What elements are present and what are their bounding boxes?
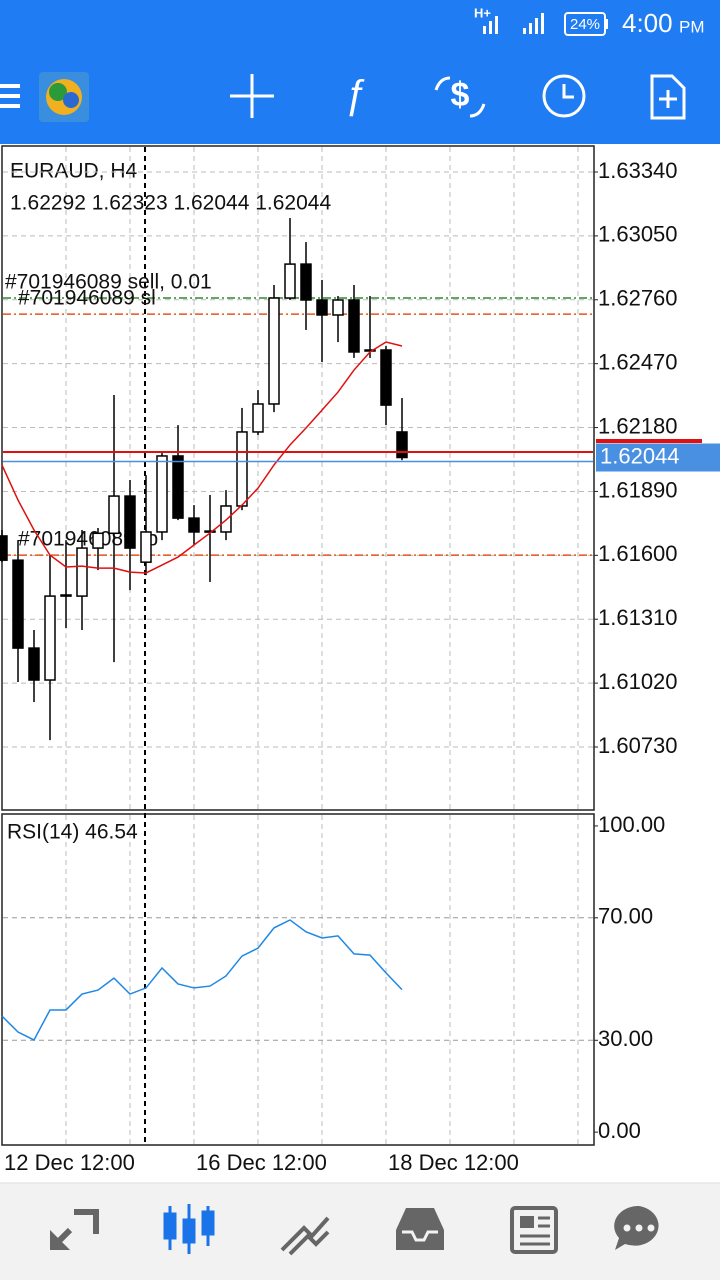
header <box>0 0 720 144</box>
candle-body <box>0 535 8 561</box>
candle-body <box>268 297 280 405</box>
y-tick-label: 1.62180 <box>598 413 678 438</box>
rsi-line <box>1 919 403 1041</box>
candle-body <box>316 299 328 316</box>
main-panel <box>1 145 595 811</box>
chart-tab[interactable] <box>163 1204 215 1254</box>
network-type: H+ <box>474 5 491 20</box>
symbol-label: EURAUD, H4 <box>10 160 138 183</box>
candle-body <box>380 349 392 406</box>
clock-ampm: PM <box>679 17 705 36</box>
candle-body <box>204 530 216 533</box>
rsi-tick-label: 0.00 <box>598 1118 641 1143</box>
candle-body <box>60 594 72 597</box>
y-tick-label: 1.63340 <box>598 158 678 183</box>
rsi-tick-label: 30.00 <box>598 1026 653 1051</box>
order-label: #701946089 tp <box>18 528 158 551</box>
y-tick-label: 1.60730 <box>598 733 678 758</box>
candle-body <box>12 559 24 649</box>
signal-icons <box>483 13 544 34</box>
menu-button[interactable] <box>0 84 20 108</box>
candle-body <box>108 495 120 535</box>
app-logo[interactable] <box>39 72 89 122</box>
candle-body <box>364 349 376 352</box>
candle-body <box>252 403 264 433</box>
rsi-tick-label: 70.00 <box>598 904 653 929</box>
battery-tip <box>605 19 608 29</box>
y-tick-label: 1.61310 <box>598 605 678 630</box>
crosshair-button[interactable] <box>230 74 274 118</box>
clock: 4:00 <box>622 8 673 38</box>
trade-tab[interactable] <box>280 1216 330 1256</box>
ohlc-label: 1.62292 1.62323 1.62044 1.62044 <box>10 192 331 215</box>
candle-body <box>76 547 88 597</box>
svg-text:$: $ <box>451 76 470 114</box>
candle-body <box>396 431 408 459</box>
candle-body <box>124 495 136 549</box>
battery-level: 24% <box>570 16 600 33</box>
x-tick-label: 18 Dec 12:00 <box>388 1150 519 1175</box>
rsi-panel <box>1 813 595 1146</box>
candle-body <box>44 595 56 681</box>
candle-body <box>284 263 296 299</box>
moving-average <box>1 341 403 574</box>
vertical-grid <box>65 147 579 1144</box>
y-tick-label: 1.63050 <box>598 222 678 247</box>
trade-button[interactable]: $ <box>434 76 486 118</box>
candle-body <box>300 263 312 301</box>
candle-body <box>332 299 344 316</box>
x-tick-label: 12 Dec 12:00 <box>4 1150 135 1175</box>
quotes-tab[interactable] <box>49 1209 99 1251</box>
candle-body <box>92 532 104 549</box>
order-label: #701946089 sell, 0.01 <box>5 271 212 294</box>
y-tick-label: 1.62760 <box>598 286 678 311</box>
order-label: #701946089 sl <box>18 287 156 310</box>
candle-body <box>236 431 248 507</box>
news-tab[interactable] <box>510 1206 558 1254</box>
period-button[interactable] <box>542 74 586 118</box>
bid-box <box>596 443 720 472</box>
y-tick-label: 1.62470 <box>598 349 678 374</box>
y-tick-label: 1.61600 <box>598 541 678 566</box>
candle-body <box>348 299 360 353</box>
bottom-nav <box>0 1183 720 1280</box>
rsi-label: RSI(14) 46.54 <box>7 821 138 844</box>
bid-label: 1.62044 <box>600 443 680 468</box>
x-tick-label: 16 Dec 12:00 <box>196 1150 327 1175</box>
rsi-tick-label: 100.00 <box>598 812 665 837</box>
y-tick-label: 1.61020 <box>598 669 678 694</box>
candle-body <box>172 455 184 519</box>
indicators-button[interactable]: ƒ <box>344 73 366 119</box>
candle-body <box>28 647 40 681</box>
candle-body <box>220 505 232 533</box>
new-order-button[interactable] <box>650 74 686 120</box>
history-tab[interactable] <box>396 1208 444 1250</box>
ask-marker <box>596 439 702 444</box>
chat-tab[interactable] <box>614 1205 659 1250</box>
candle-body <box>156 455 168 533</box>
y-tick-label: 1.61890 <box>598 477 678 502</box>
candle-body <box>140 531 152 563</box>
candle-body <box>188 517 200 533</box>
